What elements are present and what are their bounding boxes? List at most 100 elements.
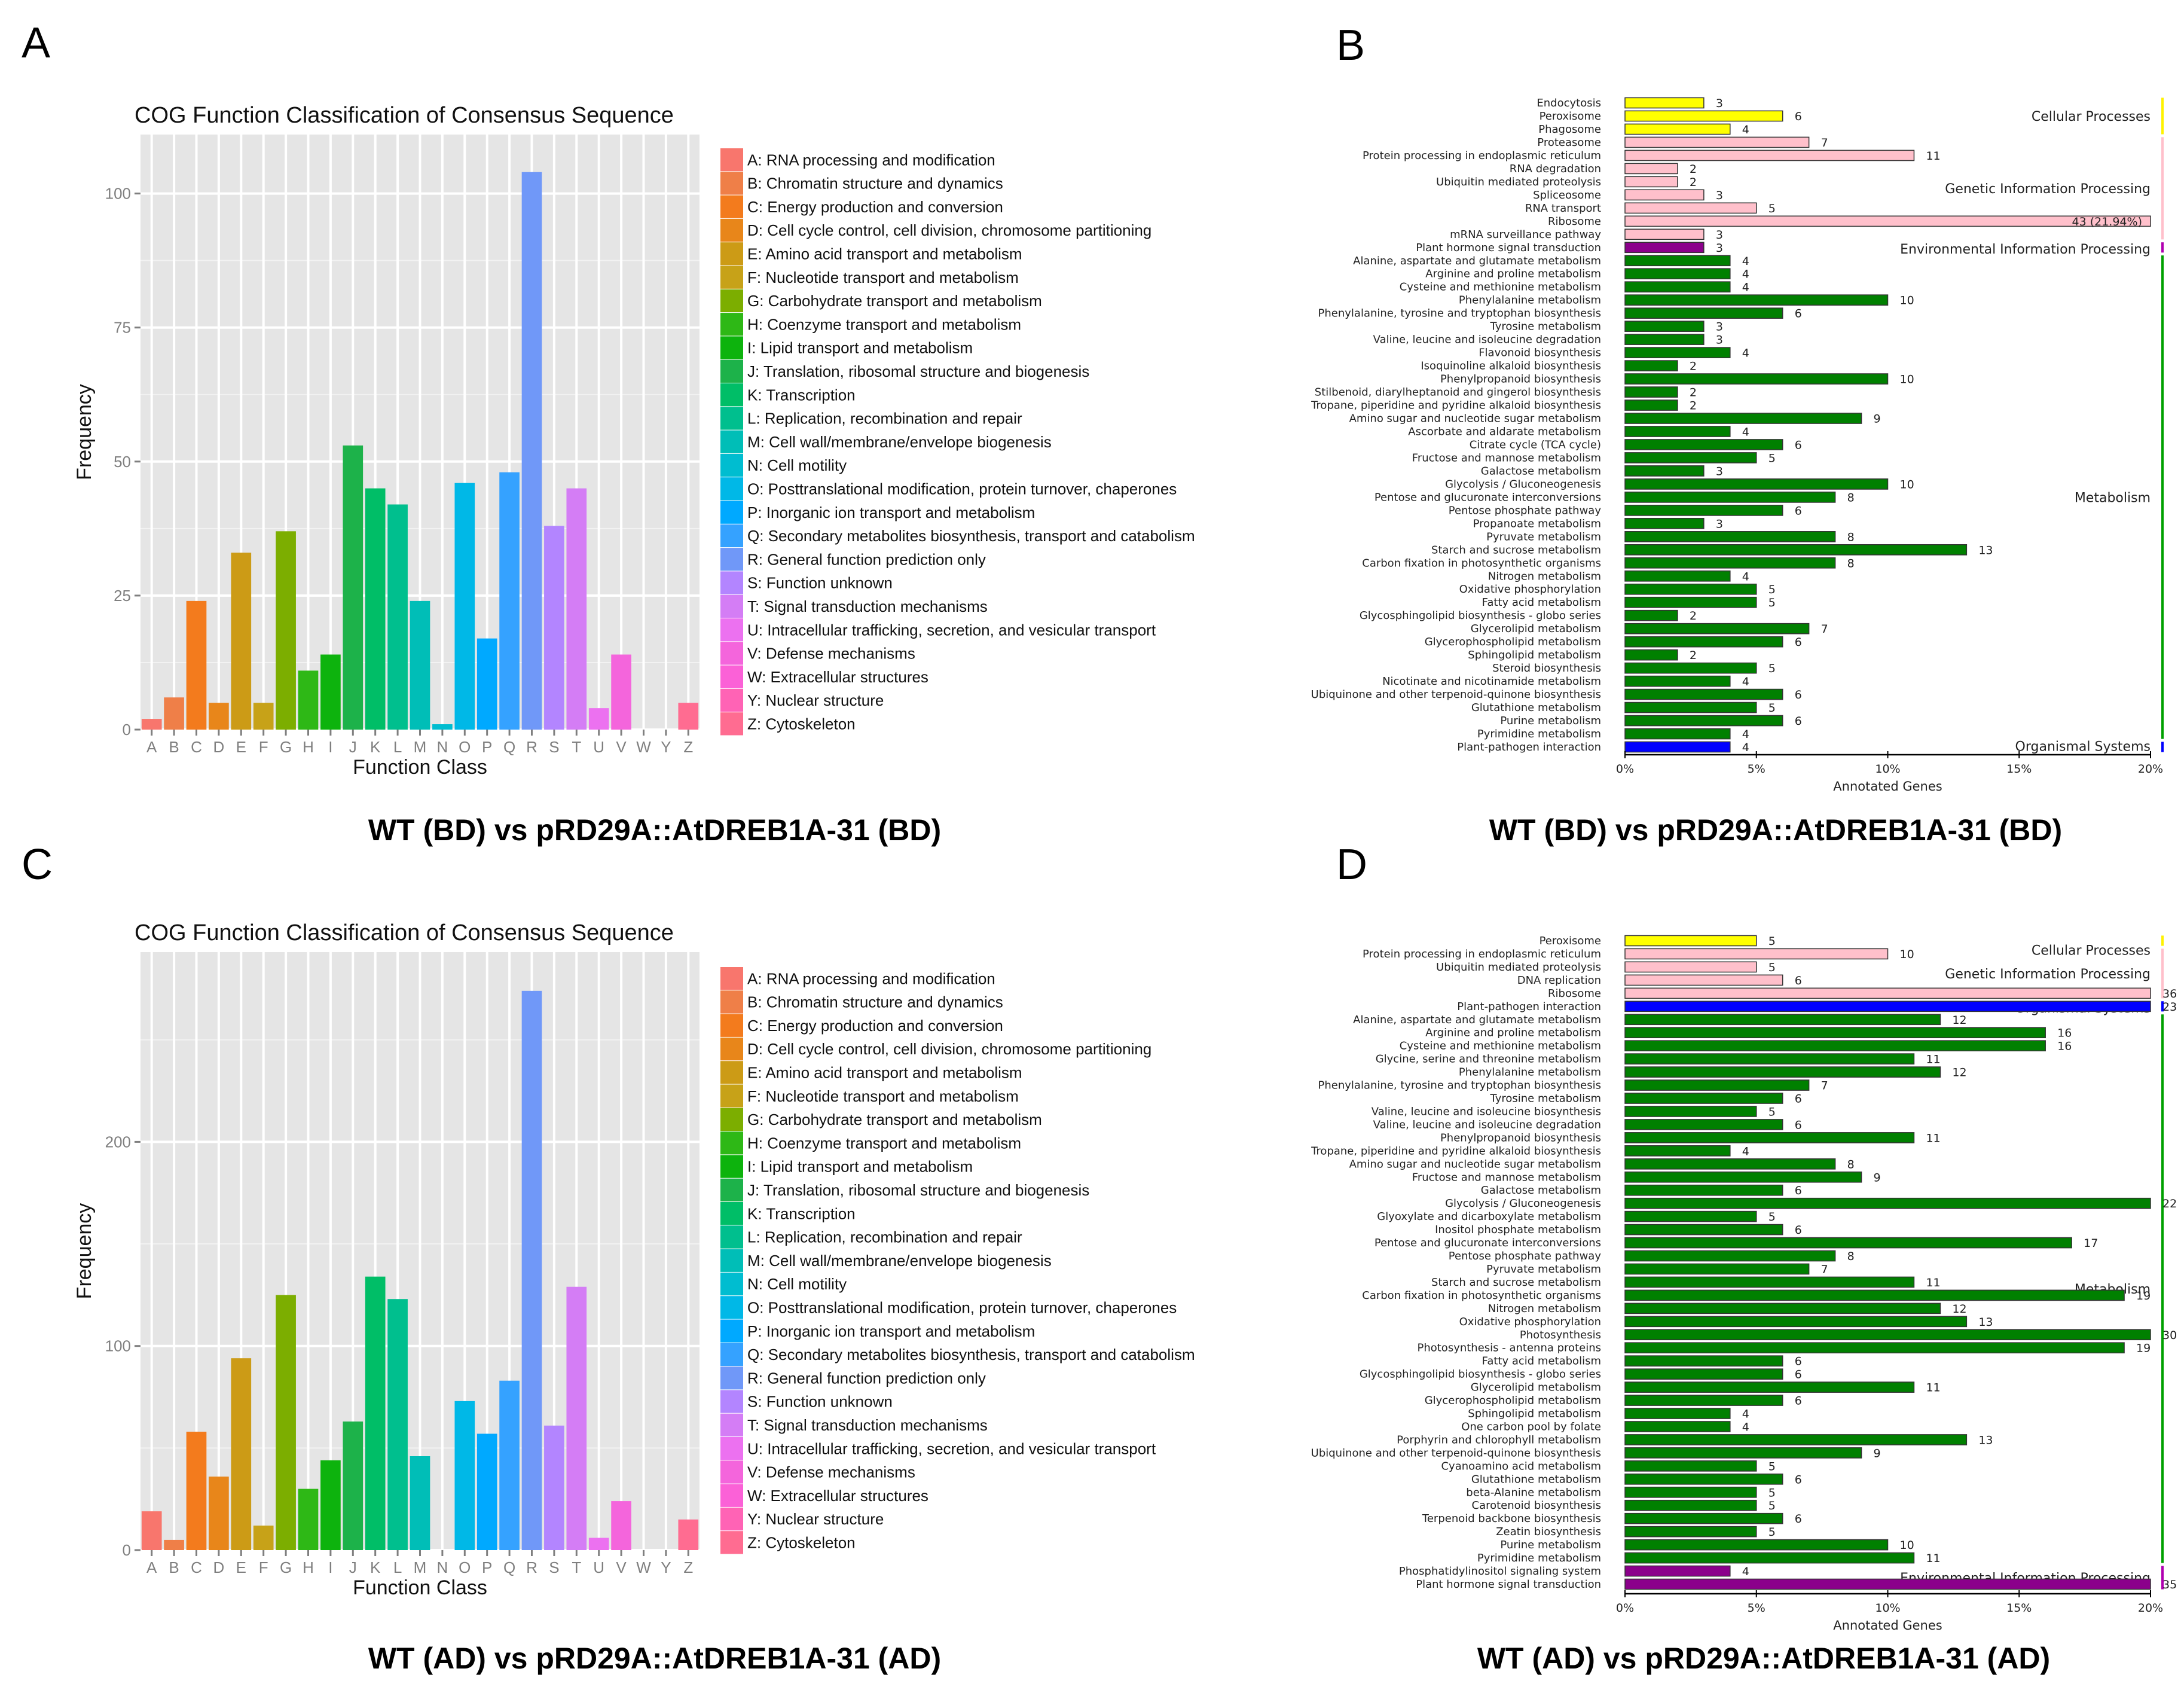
pathway-bar	[1624, 1276, 1915, 1288]
bar-value-label: 3	[1716, 189, 1723, 202]
pathway-bar	[1624, 544, 1968, 556]
bar-value-label: 2	[1690, 399, 1697, 413]
bar-value-label: 4	[1742, 570, 1749, 583]
x-tick-label: J	[349, 1558, 357, 1576]
pathway-label: Phenylalanine metabolism	[1459, 1066, 1601, 1079]
pathway-label: Steroid biosynthesis	[1492, 662, 1601, 675]
pathway-bar	[1624, 531, 1836, 542]
x-tick-label: Q	[503, 738, 515, 756]
bar-value-label: 4	[1742, 728, 1749, 741]
bar-value-label: 5	[1768, 1526, 1776, 1539]
x-tick-label: L	[393, 738, 402, 756]
legend-item: T: Signal transduction mechanisms	[747, 597, 988, 615]
pathway-bar	[1624, 715, 1783, 727]
pathway-bar	[1624, 1184, 1783, 1196]
bar-value-label: 4	[1742, 347, 1749, 360]
bar-value-label: 2	[1690, 649, 1697, 662]
pathway-label: Glycosphingolipid biosynthesis - globo s…	[1360, 609, 1601, 622]
pathway-label: Carotenoid biosynthesis	[1472, 1499, 1602, 1512]
pathway-bar	[1624, 1027, 2046, 1039]
pathway-bar	[1624, 255, 1731, 267]
pathway-label: Alanine, aspartate and glutamate metabol…	[1353, 255, 1601, 267]
legend-swatch	[720, 524, 743, 548]
legend-swatch	[720, 1531, 743, 1554]
pathway-bar	[1624, 136, 1810, 148]
legend-swatch	[720, 1413, 743, 1436]
bar-value-label: 10	[1900, 373, 1914, 386]
pathway-bar	[1624, 426, 1731, 437]
legend-item: N: Cell motility	[747, 456, 847, 474]
bar-value-label: 16	[2057, 1040, 2072, 1053]
x-axis-label: Function Class	[353, 1576, 487, 1599]
bar-value-label: 2	[1690, 163, 1697, 176]
pathway-label: Photosynthesis - antenna proteins	[1417, 1342, 1601, 1355]
legend-item: U: Intracellular trafficking, secretion,…	[747, 1439, 1156, 1457]
x-tick-label: M	[414, 738, 427, 756]
bar-d	[209, 1477, 229, 1550]
bar-value-label: 5	[1768, 202, 1776, 215]
pathway-label: One carbon pool by folate	[1461, 1420, 1601, 1433]
bar-j	[343, 445, 364, 730]
x-tick-label: 5%	[1748, 762, 1765, 776]
bar-value-label: 13	[1978, 1433, 1993, 1447]
legend-swatch	[720, 1460, 743, 1484]
bar-value-label: 6	[1795, 715, 1802, 728]
bar-value-label: 6	[1795, 1355, 1802, 1368]
bar-h	[298, 1488, 319, 1550]
legend-swatch	[720, 1366, 743, 1390]
pathway-label: Cysteine and methionine metabolism	[1400, 1040, 1601, 1053]
pathway-bar	[1624, 281, 1731, 293]
legend-swatch	[720, 618, 743, 642]
pathway-label: Pyruvate metabolism	[1486, 1263, 1601, 1276]
pathway-label: Sphingolipid metabolism	[1468, 649, 1601, 661]
bar-value-label: 6	[1795, 438, 1802, 452]
pathway-bar	[1624, 623, 1810, 635]
bar-value-label: 6	[1795, 1395, 1802, 1408]
y-tick-label: 50	[114, 453, 131, 471]
pathway-bar	[1624, 334, 1705, 345]
pathway-label: Arginine and proline metabolism	[1425, 268, 1601, 280]
pathway-label: Galactose metabolism	[1481, 465, 1601, 477]
pathway-label: Nitrogen metabolism	[1488, 570, 1601, 582]
legend-swatch	[720, 1507, 743, 1531]
pathway-bar	[1624, 662, 1757, 674]
panel-caption-c: WT (AD) vs pRD29A::AtDREB1A-31 (AD)	[368, 1642, 941, 1675]
pathway-label: Glycolysis / Gluconeogenesis	[1445, 1197, 1601, 1210]
pathway-bar	[1624, 688, 1783, 700]
bar-value-label: 4	[1742, 268, 1749, 281]
pathway-label: Cysteine and methionine metabolism	[1400, 281, 1601, 294]
pathway-label: Ascorbate and aldarate metabolism	[1408, 425, 1601, 438]
pathway-bar	[1624, 1040, 2046, 1051]
legend-swatch	[720, 336, 743, 359]
pathway-label: Starch and sucrose metabolism	[1431, 544, 1601, 556]
bar-value-label: 10	[1900, 478, 1914, 491]
x-tick-label: I	[328, 738, 332, 756]
legend-item: R: General function prediction only	[747, 1369, 986, 1387]
pathway-bar	[1624, 360, 1678, 371]
pathway-bar	[1624, 1368, 1783, 1380]
bar-value-label: 4	[1742, 123, 1749, 136]
bar-value-label: 35	[2162, 1578, 2177, 1591]
x-tick-label: V	[616, 738, 627, 756]
pathway-label: Phenylpropanoid biosynthesis	[1440, 1131, 1601, 1144]
legend-item: H: Coenzyme transport and metabolism	[747, 1134, 1021, 1152]
pathway-label: RNA degradation	[1510, 163, 1601, 175]
bar-value-label: 11	[1926, 1381, 1940, 1395]
x-tick-label: Z	[683, 1558, 693, 1576]
legend-swatch	[720, 1178, 743, 1201]
pathway-label: Glyoxylate and dicarboxylate metabolism	[1377, 1210, 1601, 1223]
pathway-bar	[1624, 307, 1783, 319]
legend-item: D: Cell cycle control, cell division, ch…	[747, 1040, 1151, 1058]
x-tick-label: 0%	[1616, 762, 1634, 776]
pathway-label: Citrate cycle (TCA cycle)	[1470, 438, 1601, 451]
pathway-label: Glycerolipid metabolism	[1471, 1381, 1601, 1394]
pathway-bar	[1624, 1289, 2125, 1301]
pathway-label: Spliceosome	[1533, 189, 1601, 202]
bar-s	[544, 1425, 564, 1550]
panel-letter-a: A	[22, 19, 50, 67]
legend-swatch	[720, 313, 743, 336]
pathway-label: Glutathione metabolism	[1471, 1473, 1601, 1486]
bar-g	[276, 1295, 296, 1550]
pathway-label: Pyrimidine metabolism	[1477, 728, 1601, 740]
legend-swatch	[720, 477, 743, 501]
